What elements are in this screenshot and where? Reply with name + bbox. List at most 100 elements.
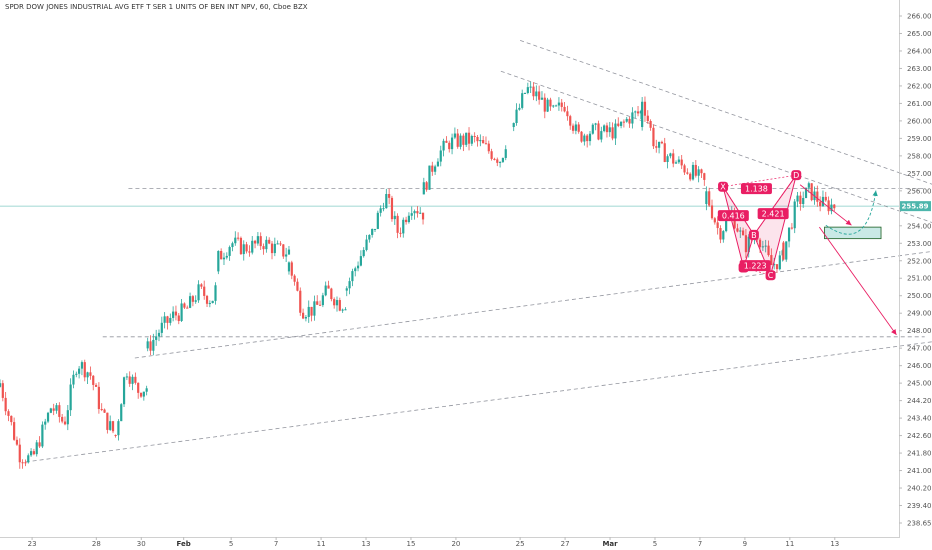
candle-body (802, 198, 805, 205)
candle-body (487, 143, 490, 152)
candle-body (393, 215, 396, 220)
y-tick-label: 261.00 (907, 100, 932, 108)
candle-body (194, 300, 197, 302)
candle-body (785, 241, 788, 260)
projection-layer (799, 184, 897, 336)
candle-body (208, 303, 211, 305)
candle-body (663, 143, 666, 162)
ratio-label: 1.138 (745, 185, 768, 194)
candle-body (390, 197, 394, 220)
candle-body (716, 222, 719, 229)
candle-body (479, 140, 482, 142)
pattern-point-badge[interactable] (718, 181, 729, 192)
pattern-point-badge[interactable] (791, 170, 802, 181)
candle-body (571, 125, 575, 131)
last-price-badge (900, 201, 931, 212)
pattern-point-badge[interactable] (748, 229, 759, 240)
target-zone-box[interactable] (824, 226, 882, 240)
candle-body (824, 196, 827, 201)
trend-line (25, 341, 932, 463)
candle-body (608, 127, 611, 133)
candle-body (566, 111, 569, 117)
candle-body (296, 281, 299, 291)
candle-body (833, 204, 836, 209)
ratio-label: 2.421 (762, 210, 785, 219)
trend-line (520, 40, 932, 185)
candle-body (251, 240, 254, 253)
candle-body (442, 140, 445, 151)
x-tick-label: 7 (274, 540, 278, 548)
candle-body (290, 262, 293, 276)
candle-body (211, 300, 214, 304)
candle-body (157, 332, 161, 337)
candle-body (379, 208, 382, 213)
candle-body (259, 236, 262, 247)
x-axis[interactable]: 23 28 30 Feb 5 7 11 13 15 20 25 27 Mar 5 7 9 11 13 (28, 537, 840, 548)
pattern-point-badge[interactable] (765, 270, 776, 281)
candle-body (338, 300, 341, 311)
x-tick-label: 11 (317, 540, 326, 548)
candle-body (526, 87, 529, 93)
candle-body (597, 123, 600, 140)
candle-body (758, 239, 762, 248)
candle-body (523, 92, 527, 94)
y-tick-label: 252.00 (907, 257, 932, 265)
candle-body (21, 462, 24, 464)
candle-body (32, 451, 36, 455)
candle-body (220, 250, 223, 260)
candle-body (78, 368, 81, 374)
candle-body (660, 141, 664, 144)
candle-body (804, 187, 808, 199)
candle-body (493, 158, 496, 160)
candle-body (467, 132, 471, 144)
candle-body (689, 173, 692, 180)
candle-body (239, 237, 243, 255)
candle-body (625, 118, 628, 122)
candle-body (38, 442, 41, 447)
candle-body (674, 162, 678, 164)
candle-body (307, 306, 310, 318)
candle-body (778, 255, 781, 270)
candle-body (775, 264, 779, 270)
candle-body (543, 97, 546, 112)
candle-body (619, 121, 623, 126)
candle-body (490, 151, 493, 159)
candle-body (697, 169, 700, 176)
candle-body (422, 182, 425, 195)
candle-body (473, 135, 476, 137)
candle-body (214, 285, 217, 301)
candle-body (747, 236, 750, 253)
y-axis[interactable]: 266.00 265.00 264.00 263.00 262.00 261.00 260.… (899, 13, 932, 528)
candle-body (819, 201, 822, 207)
candle-body (205, 295, 209, 304)
candle-body (669, 153, 672, 157)
candle-body (600, 131, 603, 140)
candle-body (767, 245, 770, 256)
y-tick-label: 243.40 (907, 415, 932, 423)
x-tick-label: Feb (177, 540, 191, 548)
candle-body (713, 218, 716, 223)
candle-body (131, 376, 134, 384)
candle-body (270, 243, 274, 254)
candle-body (459, 135, 462, 147)
candle-body (253, 240, 257, 244)
pattern-point-label: C (768, 271, 774, 280)
candle-body (52, 408, 55, 411)
candle-body (142, 391, 145, 397)
candle-body (456, 133, 459, 147)
candle-body (680, 159, 683, 166)
candle-body (705, 191, 708, 205)
candle-body (222, 257, 226, 260)
candle-body (287, 262, 291, 272)
candle-body (470, 135, 473, 144)
candle-body (13, 422, 16, 440)
candle-body (428, 165, 431, 190)
candle-body (145, 388, 148, 392)
ratio-badge (757, 208, 789, 220)
candle-body (404, 219, 408, 223)
candle-body (736, 228, 739, 232)
candle-body (265, 239, 268, 250)
candle-body (816, 191, 819, 202)
